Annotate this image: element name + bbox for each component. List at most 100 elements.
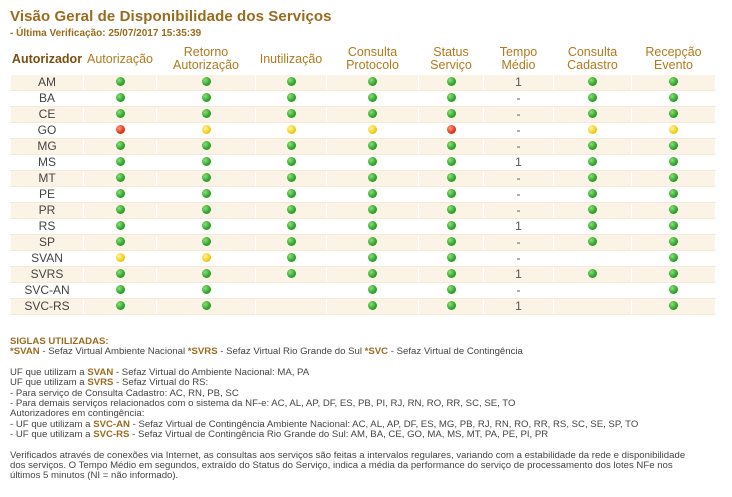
green-status-icon[interactable] bbox=[588, 93, 597, 103]
green-status-icon[interactable] bbox=[286, 221, 296, 231]
green-status-icon[interactable] bbox=[368, 109, 377, 119]
green-status-icon[interactable] bbox=[669, 189, 678, 199]
green-status-icon[interactable] bbox=[286, 253, 296, 263]
green-status-icon[interactable] bbox=[446, 157, 456, 167]
green-status-icon[interactable] bbox=[588, 189, 597, 199]
yellow-status-icon[interactable] bbox=[201, 125, 211, 135]
green-status-icon[interactable] bbox=[201, 109, 211, 119]
green-status-icon[interactable] bbox=[669, 109, 678, 119]
green-status-icon[interactable] bbox=[368, 221, 377, 231]
green-status-icon[interactable] bbox=[446, 173, 456, 183]
green-status-icon[interactable] bbox=[286, 109, 296, 119]
green-status-icon[interactable] bbox=[368, 237, 377, 247]
green-status-icon[interactable] bbox=[115, 269, 125, 279]
green-status-icon[interactable] bbox=[201, 173, 211, 183]
green-status-icon[interactable] bbox=[588, 221, 597, 231]
yellow-status-icon[interactable] bbox=[201, 253, 211, 263]
green-status-icon[interactable] bbox=[669, 77, 678, 87]
green-status-icon[interactable] bbox=[368, 253, 377, 263]
green-status-icon[interactable] bbox=[446, 109, 456, 119]
green-status-icon[interactable] bbox=[669, 285, 678, 295]
green-status-icon[interactable] bbox=[446, 189, 456, 199]
green-status-icon[interactable] bbox=[368, 189, 377, 199]
green-status-icon[interactable] bbox=[201, 189, 211, 199]
green-status-icon[interactable] bbox=[446, 141, 456, 151]
green-status-icon[interactable] bbox=[446, 253, 456, 263]
green-status-icon[interactable] bbox=[115, 221, 125, 231]
green-status-icon[interactable] bbox=[588, 205, 597, 215]
green-status-icon[interactable] bbox=[201, 237, 211, 247]
yellow-status-icon[interactable] bbox=[669, 125, 678, 135]
green-status-icon[interactable] bbox=[368, 93, 377, 103]
green-status-icon[interactable] bbox=[115, 237, 125, 247]
green-status-icon[interactable] bbox=[115, 285, 125, 295]
green-status-icon[interactable] bbox=[446, 285, 456, 295]
green-status-icon[interactable] bbox=[368, 141, 377, 151]
green-status-icon[interactable] bbox=[588, 269, 597, 279]
green-status-icon[interactable] bbox=[115, 77, 125, 87]
green-status-icon[interactable] bbox=[201, 221, 211, 231]
green-status-icon[interactable] bbox=[588, 173, 597, 183]
green-status-icon[interactable] bbox=[669, 221, 678, 231]
green-status-icon[interactable] bbox=[286, 269, 296, 279]
green-status-icon[interactable] bbox=[286, 173, 296, 183]
green-status-icon[interactable] bbox=[368, 205, 377, 215]
green-status-icon[interactable] bbox=[368, 157, 377, 167]
green-status-icon[interactable] bbox=[588, 141, 597, 151]
yellow-status-icon[interactable] bbox=[588, 125, 597, 135]
green-status-icon[interactable] bbox=[201, 269, 211, 279]
green-status-icon[interactable] bbox=[286, 205, 296, 215]
green-status-icon[interactable] bbox=[446, 269, 456, 279]
green-status-icon[interactable] bbox=[446, 77, 456, 87]
green-status-icon[interactable] bbox=[588, 157, 597, 167]
green-status-icon[interactable] bbox=[286, 141, 296, 151]
yellow-status-icon[interactable] bbox=[368, 125, 377, 135]
green-status-icon[interactable] bbox=[368, 301, 377, 311]
green-status-icon[interactable] bbox=[115, 205, 125, 215]
green-status-icon[interactable] bbox=[669, 301, 678, 311]
green-status-icon[interactable] bbox=[286, 77, 296, 87]
green-status-icon[interactable] bbox=[446, 237, 456, 247]
yellow-status-icon[interactable] bbox=[115, 253, 125, 263]
green-status-icon[interactable] bbox=[669, 237, 678, 247]
green-status-icon[interactable] bbox=[588, 109, 597, 119]
yellow-status-icon[interactable] bbox=[286, 125, 296, 135]
green-status-icon[interactable] bbox=[115, 93, 125, 103]
green-status-icon[interactable] bbox=[201, 301, 211, 311]
green-status-icon[interactable] bbox=[669, 253, 678, 263]
green-status-icon[interactable] bbox=[669, 205, 678, 215]
green-status-icon[interactable] bbox=[201, 141, 211, 151]
green-status-icon[interactable] bbox=[286, 157, 296, 167]
green-status-icon[interactable] bbox=[669, 269, 678, 279]
green-status-icon[interactable] bbox=[588, 77, 597, 87]
green-status-icon[interactable] bbox=[446, 301, 456, 311]
green-status-icon[interactable] bbox=[669, 173, 678, 183]
green-status-icon[interactable] bbox=[368, 173, 377, 183]
green-status-icon[interactable] bbox=[115, 173, 125, 183]
green-status-icon[interactable] bbox=[201, 205, 211, 215]
green-status-icon[interactable] bbox=[669, 141, 678, 151]
red-status-icon[interactable] bbox=[115, 125, 125, 135]
green-status-icon[interactable] bbox=[115, 109, 125, 119]
green-status-icon[interactable] bbox=[115, 141, 125, 151]
green-status-icon[interactable] bbox=[446, 93, 456, 103]
green-status-icon[interactable] bbox=[115, 157, 125, 167]
green-status-icon[interactable] bbox=[368, 285, 377, 295]
green-status-icon[interactable] bbox=[201, 93, 211, 103]
red-status-icon[interactable] bbox=[446, 125, 456, 135]
green-status-icon[interactable] bbox=[368, 77, 377, 87]
green-status-icon[interactable] bbox=[446, 221, 456, 231]
green-status-icon[interactable] bbox=[115, 301, 125, 311]
green-status-icon[interactable] bbox=[368, 269, 377, 279]
green-status-icon[interactable] bbox=[669, 157, 678, 167]
green-status-icon[interactable] bbox=[446, 205, 456, 215]
green-status-icon[interactable] bbox=[669, 93, 678, 103]
green-status-icon[interactable] bbox=[115, 189, 125, 199]
green-status-icon[interactable] bbox=[201, 285, 211, 295]
green-status-icon[interactable] bbox=[201, 157, 211, 167]
green-status-icon[interactable] bbox=[588, 237, 597, 247]
green-status-icon[interactable] bbox=[286, 93, 296, 103]
green-status-icon[interactable] bbox=[286, 237, 296, 247]
green-status-icon[interactable] bbox=[286, 189, 296, 199]
green-status-icon[interactable] bbox=[201, 77, 211, 87]
